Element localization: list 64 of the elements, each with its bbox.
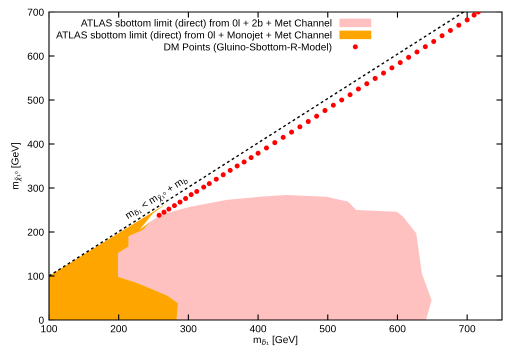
point [372, 76, 378, 81]
annotation: m$_{b̃₁}$ < m$_{χ̃₁⁰}$ + m$_{b}$ [125, 176, 190, 222]
point [234, 164, 240, 168]
point [348, 92, 353, 98]
point [381, 70, 386, 76]
point [188, 192, 194, 198]
point [280, 134, 286, 140]
point [166, 206, 172, 212]
point [206, 181, 212, 186]
legend-label: DM Points (Gluino-Sbottom-R-Model) [164, 43, 332, 53]
point [264, 145, 269, 150]
y-tick-label: 400 [27, 140, 44, 148]
point [256, 150, 261, 156]
y-tick-label: 600 [28, 52, 44, 60]
point [183, 196, 188, 202]
point [339, 98, 344, 102]
point [406, 54, 412, 60]
point [472, 12, 477, 18]
point [161, 210, 166, 215]
point [314, 114, 320, 119]
y-tick-label: 500 [28, 96, 44, 104]
point [172, 203, 177, 208]
point [178, 200, 183, 205]
point [156, 212, 162, 218]
point [201, 184, 206, 190]
legend-label: ATLAS sbottom limit (direct) from 0l + Monojet + Met Channel [56, 31, 332, 41]
point [289, 130, 294, 135]
point [364, 81, 370, 86]
point [422, 44, 428, 50]
point [398, 60, 403, 66]
point [248, 155, 254, 160]
point [330, 102, 336, 108]
y-axis-title: m$_{χ̃₁⁰}$ [GeV] [11, 143, 22, 190]
point [389, 65, 394, 70]
x-tick-label: 400 [250, 325, 266, 332]
point [356, 86, 361, 92]
y-tick-label: 700 [28, 8, 44, 16]
point [306, 119, 311, 124]
point [414, 50, 420, 55]
point [431, 38, 436, 44]
point [194, 189, 200, 194]
point [440, 33, 445, 38]
point [220, 172, 226, 178]
y-tick-label: 300 [28, 184, 44, 192]
point [456, 22, 462, 28]
x-tick-label: 300 [180, 325, 196, 332]
x-tick-label: 500 [320, 325, 336, 332]
point [297, 124, 302, 130]
point [272, 140, 278, 146]
point [464, 17, 470, 22]
point [228, 168, 233, 173]
y-tick-label: 100 [28, 272, 44, 280]
x-tick-label: 200 [110, 325, 127, 332]
point [242, 160, 247, 165]
y-tick-label: 0 [38, 316, 44, 324]
legend-label: ATLAS sbottom limit (direct) from 0l + 2b + Met Channel [80, 19, 332, 29]
point [322, 108, 328, 114]
x-tick-label: 600 [390, 325, 406, 332]
x-tick-label: 700 [459, 325, 476, 332]
x-tick-label: 100 [41, 325, 58, 332]
x-axis-title: m$_{b̃₁}$ [GeV] [254, 336, 298, 346]
point [214, 176, 219, 182]
y-tick-label: 200 [28, 228, 44, 236]
point [448, 28, 453, 33]
